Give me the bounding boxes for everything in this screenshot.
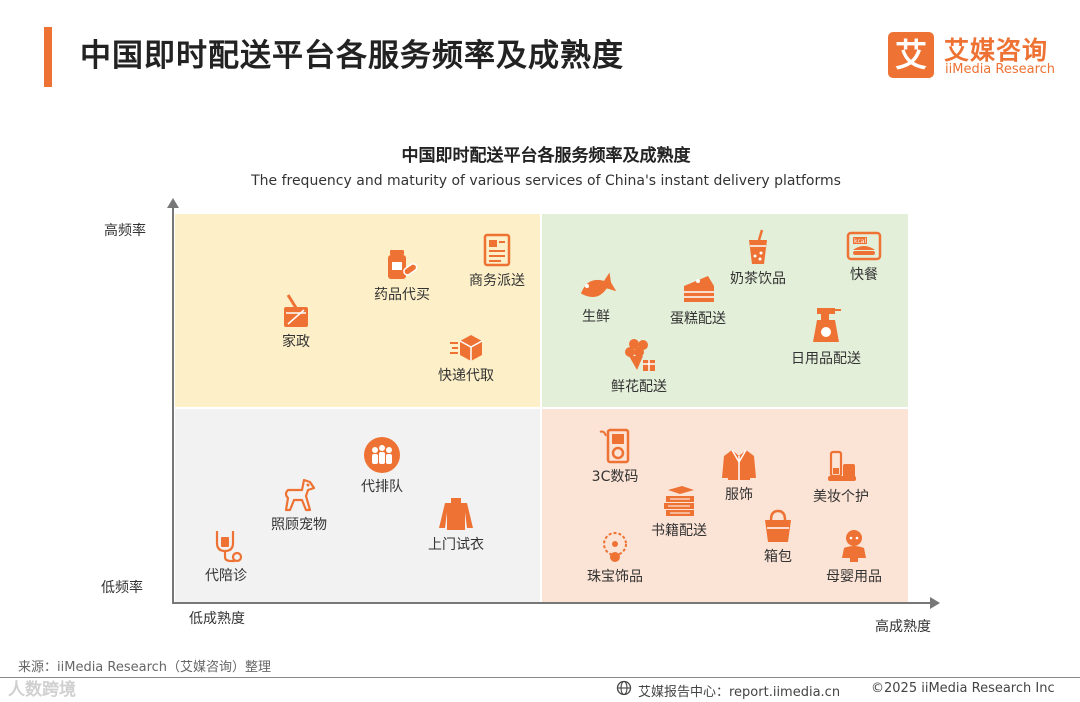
service-item-books: 书籍配送	[624, 484, 734, 540]
report-site-text: 艾媒报告中心：report.iimedia.cn	[638, 685, 841, 700]
service-item-daily-goods: 日用品配送	[771, 306, 881, 368]
stethoscope-icon	[215, 531, 243, 563]
quadrant-high-frequency-low-maturity	[175, 214, 540, 407]
service-item-apparel: 服饰	[684, 448, 794, 504]
page-title: 中国即时配送平台各服务频率及成熟度	[80, 38, 624, 74]
service-label: 服饰	[725, 487, 753, 503]
service-label: 快餐	[850, 267, 878, 283]
service-item-3c-digital: 3C数码	[560, 428, 670, 486]
globe-icon	[616, 680, 632, 696]
flower-icon	[625, 339, 655, 371]
service-item-business-delivery: 商务派送	[442, 232, 552, 290]
y-axis	[172, 206, 174, 604]
logo-mark: 艾	[888, 32, 934, 78]
quadrant-low-frequency-high-maturity	[542, 409, 908, 602]
service-item-medicine: 药品代买	[347, 246, 457, 304]
service-label: 药品代买	[374, 287, 430, 303]
service-label: 鲜花配送	[611, 379, 667, 395]
chart-title: 中国即时配送平台各服务频率及成熟度	[401, 146, 691, 166]
watermark: 人数跨境	[8, 680, 76, 700]
service-item-jewelry: 珠宝饰品	[560, 530, 670, 586]
service-label: 3C数码	[591, 469, 639, 485]
service-item-queueing: 代排队	[327, 436, 437, 496]
cleaning-bucket-icon	[284, 294, 308, 327]
service-label: 代排队	[361, 479, 403, 495]
cosmetics-icon	[828, 450, 856, 481]
mp3-player-icon	[599, 428, 630, 464]
x-axis	[172, 602, 932, 604]
service-label: 照顾宠物	[271, 517, 327, 533]
footer-divider	[0, 677, 1080, 678]
sweater-icon	[439, 498, 473, 530]
quadrant-low-frequency-low-maturity	[175, 409, 540, 602]
baby-icon	[842, 530, 866, 562]
medicine-icon	[388, 250, 418, 279]
title-accent-bar	[44, 27, 52, 87]
service-label: 母婴用品	[826, 569, 882, 585]
service-item-cosmetics: 美妆个护	[786, 448, 896, 506]
report-site-link[interactable]: 艾媒报告中心：report.iimedia.cn	[616, 681, 840, 700]
brand-logo: 艾 艾媒咨询 iiMedia Research	[888, 30, 1058, 80]
copyright: ©2025 iiMedia Research Inc	[871, 681, 1055, 696]
necklace-icon	[603, 532, 627, 562]
service-label: 家政	[282, 334, 310, 350]
source-note: 来源：iiMedia Research（艾媒咨询）整理	[18, 660, 272, 675]
service-item-flowers: 鲜花配送	[584, 336, 694, 396]
service-label: 箱包	[764, 549, 792, 565]
service-label: 商务派送	[469, 273, 525, 289]
x-axis-high-label: 高成熟度	[875, 619, 931, 635]
jacket-icon	[722, 449, 756, 480]
y-axis-arrow	[167, 198, 179, 208]
service-item-maternal-baby: 母婴用品	[799, 528, 909, 586]
service-label: 奶茶饮品	[730, 271, 786, 287]
document-icon	[483, 233, 511, 267]
service-label: 珠宝饰品	[587, 569, 643, 585]
x-axis-arrow	[930, 597, 940, 609]
service-label: 美妆个护	[813, 489, 869, 505]
service-item-bags: 箱包	[723, 508, 833, 566]
service-label: 蛋糕配送	[670, 311, 726, 327]
service-label: 快递代取	[438, 368, 494, 384]
y-axis-low-label: 低频率	[101, 580, 143, 596]
service-item-parcel-pickup: 快递代取	[411, 331, 521, 385]
service-label: 代陪诊	[205, 568, 247, 584]
x-axis-low-label: 低成熟度	[189, 611, 245, 627]
service-item-home-fitting: 上门试衣	[401, 496, 511, 554]
logo-text-en: iiMedia Research	[945, 62, 1056, 77]
service-label: 生鲜	[582, 309, 610, 325]
svg-text:kcal: kcal	[854, 238, 866, 245]
logo-text-cn: 艾媒咨询	[944, 36, 1049, 65]
service-item-milk-tea: 奶茶饮品	[703, 228, 813, 288]
chart-subtitle: The frequency and maturity of various se…	[251, 173, 841, 189]
parcel-icon	[450, 335, 483, 361]
service-item-housekeeping: 家政	[241, 293, 351, 351]
service-item-escort-medical: 代陪诊	[171, 527, 281, 585]
dog-icon	[284, 478, 316, 512]
service-item-pet-care: 照顾宠物	[244, 476, 354, 534]
queue-icon	[364, 437, 400, 473]
books-icon	[664, 486, 694, 516]
cake-icon	[684, 276, 714, 302]
service-item-cake: 蛋糕配送	[643, 272, 753, 328]
spray-bottle-icon	[813, 308, 841, 342]
fast-food-icon: kcal	[846, 231, 882, 261]
service-label: 日用品配送	[791, 351, 861, 367]
handbag-icon	[765, 509, 791, 542]
service-item-fast-food: kcal 快餐	[809, 230, 919, 284]
milk-tea-icon	[749, 229, 767, 264]
fish-icon	[580, 272, 616, 297]
service-label: 上门试衣	[428, 537, 484, 553]
y-axis-high-label: 高频率	[104, 223, 146, 239]
service-label: 书籍配送	[651, 523, 707, 539]
service-item-fresh-food: 生鲜	[541, 270, 651, 326]
